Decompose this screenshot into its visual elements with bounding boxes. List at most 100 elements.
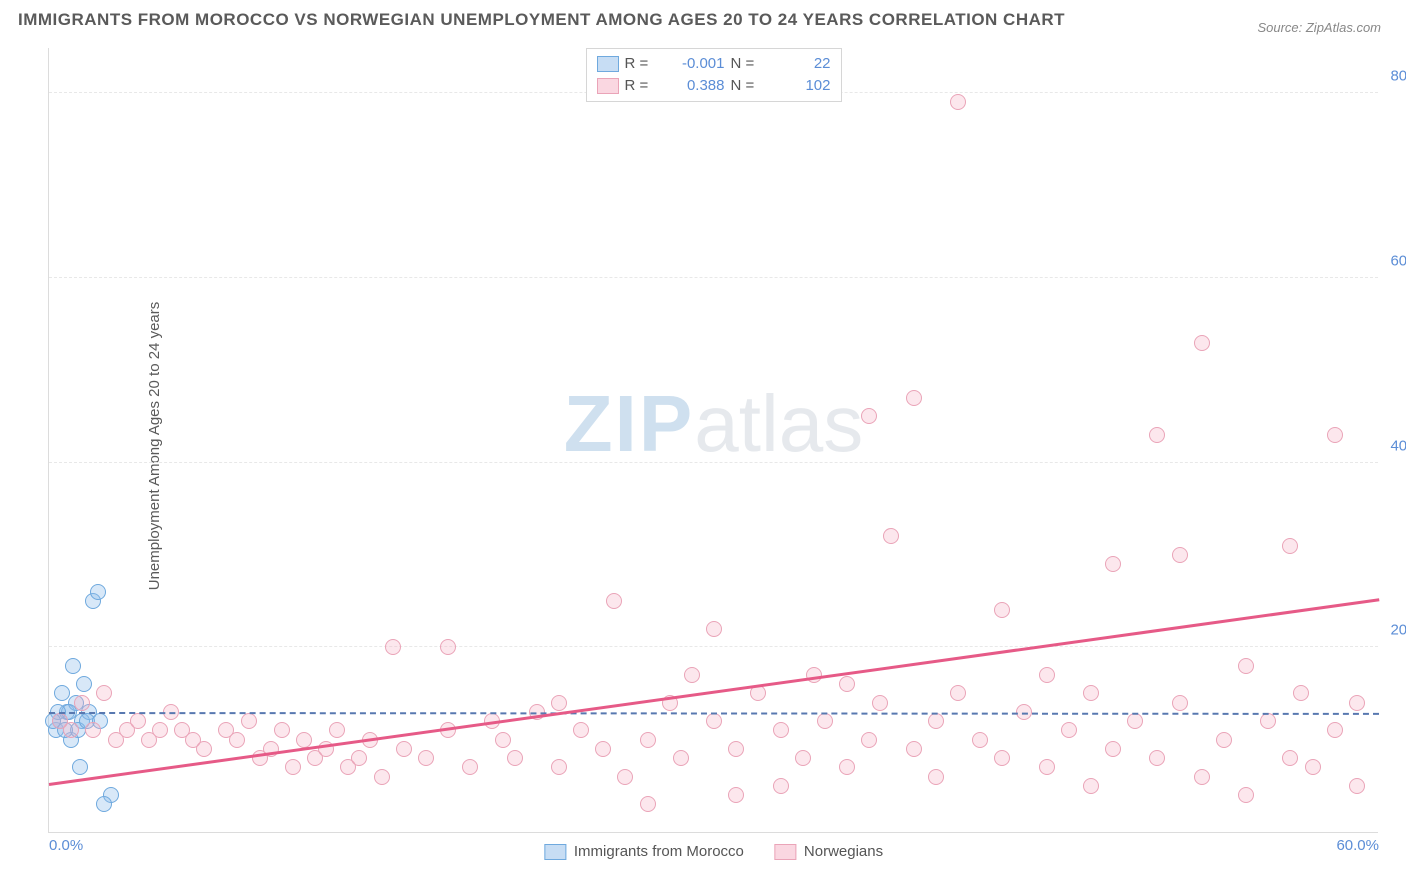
data-point (418, 750, 434, 766)
data-point (773, 722, 789, 738)
data-point (773, 778, 789, 794)
data-point (74, 695, 90, 711)
data-point (640, 732, 656, 748)
data-point (1349, 695, 1365, 711)
data-point (1039, 667, 1055, 683)
data-point (440, 639, 456, 655)
data-point (507, 750, 523, 766)
data-point (90, 584, 106, 600)
watermark-zip: ZIP (564, 379, 694, 468)
data-point (1083, 685, 1099, 701)
data-point (274, 722, 290, 738)
data-point (839, 676, 855, 692)
data-point (65, 658, 81, 674)
watermark: ZIPatlas (564, 378, 863, 470)
swatch-pink-icon (774, 844, 796, 860)
data-point (673, 750, 689, 766)
data-point (1172, 695, 1188, 711)
data-point (85, 722, 101, 738)
data-point (994, 750, 1010, 766)
gridline: 40.0% (49, 462, 1378, 463)
y-tick-label: 20.0% (1390, 622, 1406, 639)
data-point (640, 796, 656, 812)
data-point (684, 667, 700, 683)
gridline: 60.0% (49, 277, 1378, 278)
data-point (1105, 741, 1121, 757)
data-point (950, 685, 966, 701)
data-point (1194, 769, 1210, 785)
data-point (1083, 778, 1099, 794)
legend-r-value-pink: 0.388 (665, 75, 725, 97)
legend-label-pink: Norwegians (804, 843, 883, 860)
legend-stats: R = -0.001 N = 22 R = 0.388 N = 102 (586, 48, 842, 102)
watermark-atlas: atlas (694, 379, 863, 468)
data-point (728, 787, 744, 803)
data-point (573, 722, 589, 738)
data-point (1172, 547, 1188, 563)
data-point (1305, 759, 1321, 775)
data-point (994, 602, 1010, 618)
data-point (1327, 427, 1343, 443)
y-tick-label: 60.0% (1390, 252, 1406, 269)
data-point (906, 390, 922, 406)
data-point (551, 759, 567, 775)
x-tick-label: 60.0% (1336, 837, 1379, 854)
data-point (72, 759, 88, 775)
y-tick-label: 80.0% (1390, 68, 1406, 85)
data-point (1282, 538, 1298, 554)
data-point (229, 732, 245, 748)
data-point (606, 593, 622, 609)
plot-area: ZIPatlas R = -0.001 N = 22 R = 0.388 N =… (48, 48, 1378, 833)
data-point (1238, 787, 1254, 803)
data-point (1349, 778, 1365, 794)
data-point (54, 685, 70, 701)
data-point (950, 94, 966, 110)
data-point (1061, 722, 1077, 738)
data-point (329, 722, 345, 738)
data-point (928, 769, 944, 785)
legend-item-pink: Norwegians (774, 843, 883, 860)
data-point (385, 639, 401, 655)
data-point (1149, 427, 1165, 443)
data-point (1127, 713, 1143, 729)
chart-title: IMMIGRANTS FROM MOROCCO VS NORWEGIAN UNE… (18, 10, 1065, 30)
legend-n-value-pink: 102 (771, 75, 831, 97)
data-point (152, 722, 168, 738)
data-point (1282, 750, 1298, 766)
legend-r-label: R = (625, 75, 659, 97)
y-tick-label: 40.0% (1390, 437, 1406, 454)
data-point (462, 759, 478, 775)
data-point (1238, 658, 1254, 674)
data-point (96, 796, 112, 812)
data-point (906, 741, 922, 757)
data-point (285, 759, 301, 775)
legend-n-label: N = (731, 75, 765, 97)
data-point (617, 769, 633, 785)
gridline: 20.0% (49, 646, 1378, 647)
data-point (861, 408, 877, 424)
swatch-blue-icon (544, 844, 566, 860)
data-point (817, 713, 833, 729)
data-point (130, 713, 146, 729)
legend-stats-row: R = 0.388 N = 102 (597, 75, 831, 97)
chart-container: IMMIGRANTS FROM MOROCCO VS NORWEGIAN UNE… (0, 0, 1406, 892)
data-point (1216, 732, 1232, 748)
data-point (728, 741, 744, 757)
data-point (551, 695, 567, 711)
data-point (396, 741, 412, 757)
data-point (63, 722, 79, 738)
legend-stats-row: R = -0.001 N = 22 (597, 53, 831, 75)
data-point (883, 528, 899, 544)
data-point (374, 769, 390, 785)
legend-item-blue: Immigrants from Morocco (544, 843, 744, 860)
data-point (872, 695, 888, 711)
data-point (1260, 713, 1276, 729)
data-point (928, 713, 944, 729)
data-point (706, 713, 722, 729)
data-point (1149, 750, 1165, 766)
legend-n-label: N = (731, 53, 765, 75)
data-point (351, 750, 367, 766)
legend-r-label: R = (625, 53, 659, 75)
source-label: Source: ZipAtlas.com (1257, 20, 1381, 35)
data-point (795, 750, 811, 766)
